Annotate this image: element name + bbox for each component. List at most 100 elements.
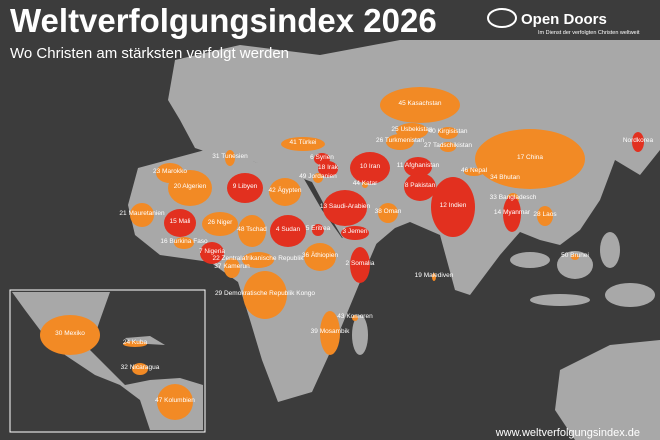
country-label: 37 Kamerun [214, 263, 250, 270]
country-shape [281, 137, 325, 151]
country-rank: 26 [376, 137, 384, 144]
country-label: 20 Algerien [174, 183, 207, 190]
country-rank: 25 [391, 126, 399, 133]
country-label: 30 Mexiko [55, 330, 85, 337]
country-name: Saudi-Arabien [329, 203, 371, 210]
country-shape [503, 196, 521, 232]
country-shape [440, 142, 456, 152]
country-label: 6 Syrien [310, 154, 334, 161]
country-label: 7 Nigeria [199, 248, 225, 255]
country-label: 36 Äthiopien [302, 251, 339, 259]
country-shape [123, 341, 147, 347]
country-shape [350, 152, 390, 184]
country-shape [362, 182, 368, 188]
country-rank: 27 [424, 142, 432, 149]
url: www.weltverfolgungsindex.de [495, 427, 640, 439]
country-label: 48 Tschad [237, 226, 267, 233]
country-name: Nepal [470, 167, 488, 174]
country-label: 23 Marokko [153, 168, 187, 175]
country-label: 39 Mosambik [311, 328, 350, 335]
country-label: 46 Nepal [461, 167, 488, 174]
country-rank: 11 [397, 162, 404, 169]
country-name: Jordanien [308, 173, 337, 180]
country-name: Zentralafrikanische Republik [222, 255, 305, 262]
country-shape [464, 168, 484, 176]
country-shape [432, 273, 436, 281]
logo-name: Open Doors [521, 11, 607, 28]
country-name: Ägypten [278, 186, 302, 194]
logo: Open Doors Im Dienst der verfolgten Chri… [487, 8, 640, 36]
country-shape [157, 384, 193, 420]
country-rank: 3 [343, 228, 347, 235]
country-name: Marokko [162, 168, 187, 175]
country-shape [168, 170, 212, 206]
country-rank: 17 [517, 154, 525, 161]
country-name: Kirgisistan [438, 128, 468, 135]
country-label: 17 China [517, 154, 543, 161]
country-name: Nordkorea [623, 137, 654, 144]
country-name: Tunesien [221, 153, 248, 160]
country-name: Kamerun [223, 263, 250, 270]
country-rank: 13 [320, 203, 328, 210]
logo-icon [487, 8, 517, 28]
country-shape [318, 161, 338, 177]
country-label: 41 Türkei [290, 139, 317, 146]
country-name: Demokratische Republik Kongo [224, 290, 315, 297]
country-name: Mosambik [320, 328, 350, 335]
country-shape [130, 203, 154, 227]
country-name: Bhutan [499, 174, 520, 181]
country-label: 11 Afghanistan [397, 162, 440, 169]
country-name: Iran [369, 163, 381, 170]
country-name: Oman [384, 208, 402, 215]
country-name: Niger [217, 219, 233, 226]
country-rank: 20 [174, 183, 182, 190]
country-rank: 50 [561, 252, 569, 259]
country-rank: 18 [318, 164, 326, 171]
country-rank: 33 [490, 194, 498, 201]
country-shape [386, 134, 414, 150]
country-name: Tadschikistan [433, 142, 472, 149]
country-label: 28 Laos [533, 211, 557, 218]
country-shape [320, 311, 340, 355]
country-shape [499, 175, 511, 183]
country-name: Kasachstan [408, 100, 442, 107]
country-name: Sudan [281, 226, 300, 233]
country-shape [404, 157, 432, 177]
country-name: Nigeria [204, 248, 225, 255]
country-name: Usbekistan [400, 126, 433, 133]
country-label: 15 Mali [170, 218, 191, 225]
country-label: 26 Niger [208, 219, 233, 226]
country-name: Mauretanien [128, 210, 165, 217]
country-shape [270, 215, 306, 247]
country-rank: 9 [233, 183, 237, 190]
country-label: 9 Libyen [233, 183, 258, 190]
country-shape [174, 237, 194, 249]
country-name: Mexiko [64, 330, 85, 337]
country-name: Indien [449, 202, 467, 209]
country-rank: 49 [299, 173, 307, 180]
country-label: 49 Jordanien [299, 173, 337, 180]
country-label: 10 Iran [360, 163, 381, 170]
country-rank: 30 [55, 330, 63, 337]
country-shape [404, 173, 436, 201]
country-rank: 45 [398, 100, 406, 107]
country-shape [352, 315, 358, 321]
country-label: 18 Irak [318, 164, 339, 171]
country-label: 26 Turkmenistan [376, 137, 424, 144]
country-rank: 38 [375, 208, 383, 215]
country-name: Äthiopien [311, 251, 338, 259]
country-rank: 4 [276, 226, 280, 233]
country-label: 25 Usbekistan [391, 126, 433, 133]
country-label: 40 Kirgisistan [428, 128, 467, 135]
country-name: Brunei [570, 252, 589, 259]
country-name: China [526, 154, 543, 161]
country-rank: 32 [121, 364, 129, 371]
country-label: 31 Tunesien [212, 153, 248, 160]
country-shape [475, 129, 585, 189]
country-shape [304, 243, 336, 271]
country-label: 34 Bhutan [490, 174, 520, 181]
country-rank: 24 [123, 339, 131, 346]
country-label: 42 Ägypten [269, 186, 302, 194]
country-label: 45 Kasachstan [398, 100, 441, 107]
